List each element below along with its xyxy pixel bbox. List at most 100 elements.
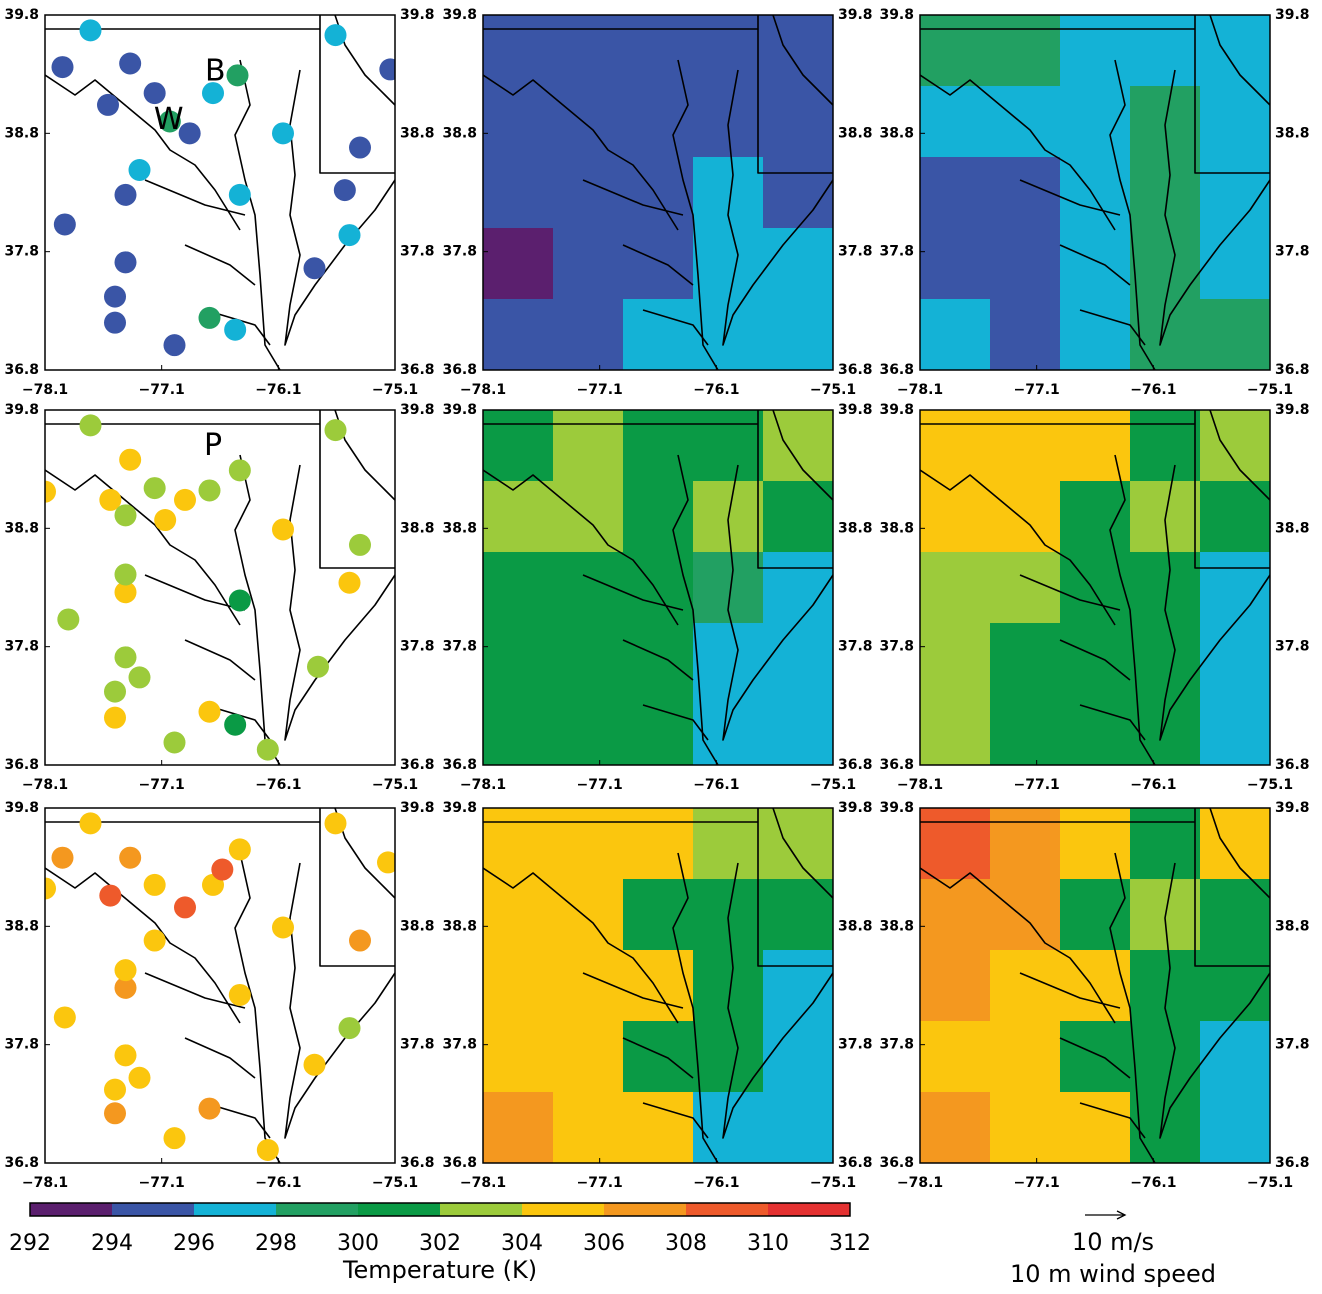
field-cell (763, 623, 833, 695)
colorbar-tick-label: 306 (583, 1231, 625, 1256)
colorbar-tick-label: 296 (173, 1231, 215, 1256)
y-tick-label: 39.8 (442, 402, 477, 418)
colorbar-segment (30, 1203, 112, 1216)
field-cell (990, 879, 1061, 951)
y-tick-label: 36.8 (4, 757, 39, 773)
field-cell (1200, 157, 1270, 229)
station (114, 563, 137, 586)
field-cell (763, 950, 833, 1022)
colorbar-segment (440, 1203, 522, 1216)
station (114, 976, 137, 999)
field-cell (990, 808, 1061, 880)
field-cell (990, 86, 1061, 158)
station (256, 738, 279, 761)
station (228, 183, 251, 206)
field-cell (920, 86, 991, 158)
field-cell (1200, 410, 1270, 482)
y-tick-label: 38.8 (400, 520, 435, 536)
station (256, 1138, 279, 1161)
field-cell (1130, 623, 1201, 695)
station (99, 488, 122, 511)
colorbar-tick-label: 304 (501, 1231, 543, 1256)
map-panel (920, 410, 1270, 765)
field-cell (1130, 15, 1201, 87)
field-cell (1200, 1021, 1270, 1093)
x-tick-label: −77.1 (139, 382, 185, 398)
map-panel (483, 15, 833, 370)
x-tick-label: −78.1 (897, 1175, 943, 1191)
panel-frame (44, 14, 396, 371)
y-tick-label: 38.8 (442, 520, 477, 536)
field-cell (693, 228, 764, 300)
y-tick-label: 37.8 (4, 1037, 39, 1053)
y-tick-label: 38.8 (1275, 520, 1310, 536)
field-cell (693, 1021, 764, 1093)
field-cell (483, 808, 554, 880)
station (377, 851, 395, 874)
station (143, 929, 166, 952)
field-cell (763, 1092, 833, 1163)
station (178, 122, 201, 145)
map-panel (483, 808, 833, 1163)
x-tick-label: −76.1 (693, 777, 739, 793)
x-tick-label: −77.1 (139, 777, 185, 793)
panel-frame (919, 14, 1271, 371)
station (198, 700, 221, 723)
field-cell (483, 879, 554, 951)
x-tick-label: −77.1 (1014, 1175, 1060, 1191)
y-tick-label: 36.8 (879, 757, 914, 773)
y-tick-label: 38.8 (879, 520, 914, 536)
y-tick-label: 38.8 (4, 125, 39, 141)
y-tick-label: 39.8 (400, 7, 435, 23)
map-panel: WB (45, 15, 395, 370)
x-tick-label: −75.1 (372, 382, 418, 398)
colorbar-tick-label: 312 (829, 1231, 871, 1256)
wind-reference: 10 m/s (1072, 1228, 1154, 1256)
x-tick-label: −76.1 (255, 777, 301, 793)
colorbar-segment (358, 1203, 440, 1216)
reference-arrowhead (1116, 1210, 1127, 1220)
panel-bg (45, 410, 395, 765)
y-tick-label: 37.8 (838, 639, 873, 655)
field-cell (483, 157, 554, 229)
field-cell (990, 1021, 1061, 1093)
field-cell (623, 879, 694, 951)
station (174, 896, 196, 919)
colorbar-tick-label: 292 (9, 1231, 51, 1256)
x-tick-label: −78.1 (22, 777, 68, 793)
field-cell (483, 410, 554, 482)
y-tick-label: 38.8 (1275, 125, 1310, 141)
colorbar-segment (522, 1203, 604, 1216)
field-cell (920, 299, 991, 370)
field-cell (990, 410, 1061, 482)
panel-frame (44, 807, 396, 1164)
x-tick-label: −77.1 (1014, 382, 1060, 398)
y-tick-label: 36.8 (442, 757, 477, 773)
station (119, 52, 142, 75)
y-tick-label: 38.8 (442, 125, 477, 141)
field-cell (623, 1092, 694, 1163)
x-tick-label: −77.1 (1014, 777, 1060, 793)
y-tick-label: 39.8 (1275, 402, 1310, 418)
y-tick-label: 37.8 (838, 1037, 873, 1053)
field-cell (1200, 481, 1270, 553)
station (228, 838, 251, 861)
field-cell (1060, 552, 1131, 624)
y-tick-label: 36.8 (838, 1155, 873, 1171)
station (349, 533, 371, 556)
station (128, 1066, 151, 1089)
y-tick-label: 39.8 (400, 402, 435, 418)
station (228, 459, 251, 482)
field-cell (920, 1021, 991, 1093)
field-cell (1060, 299, 1131, 370)
field-cell (1060, 623, 1131, 695)
y-tick-label: 39.8 (4, 7, 39, 23)
station (324, 812, 347, 835)
field-cell (483, 1092, 554, 1163)
station (104, 1078, 126, 1101)
field-cell (1200, 1092, 1270, 1163)
field-cell (553, 1021, 624, 1093)
station (114, 183, 137, 206)
y-tick-label: 38.8 (879, 918, 914, 934)
station (114, 581, 137, 604)
